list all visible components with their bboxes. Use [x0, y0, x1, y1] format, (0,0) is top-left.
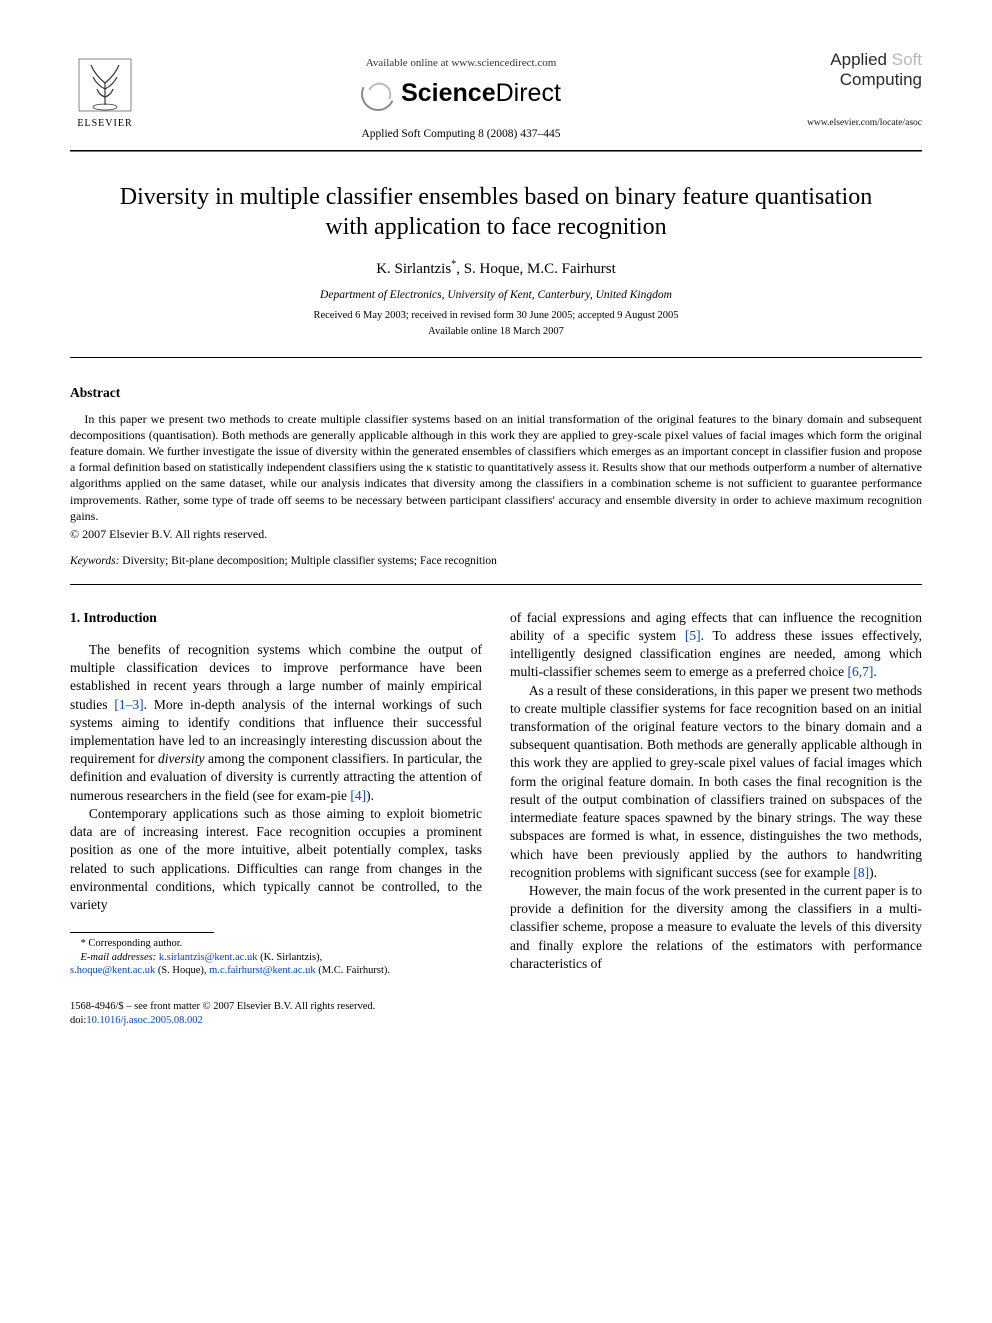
footnotes: * Corresponding author. E-mail addresses…	[70, 937, 482, 978]
keywords: Keywords: Diversity; Bit-plane decomposi…	[70, 554, 922, 570]
ref-link-1-3[interactable]: [1–3]	[114, 697, 143, 712]
intro-para-2: Contemporary applications such as those …	[70, 805, 482, 914]
author-3: M.C. Fairhurst	[527, 261, 616, 277]
email-2[interactable]: s.hoque@kent.ac.uk	[70, 965, 155, 976]
email-1[interactable]: k.sirlantzis@kent.ac.uk	[159, 952, 258, 963]
ref-link-8[interactable]: [8]	[853, 865, 869, 880]
header-rule-bottom	[70, 151, 922, 152]
center-header: Available online at www.sciencedirect.co…	[140, 50, 782, 142]
ref-link-5[interactable]: [5]	[685, 628, 701, 643]
doi-link[interactable]: 10.1016/j.asoc.2005.08.002	[86, 1015, 202, 1026]
publisher-name: ELSEVIER	[77, 117, 132, 131]
intro-para-4: As a result of these considerations, in …	[510, 682, 922, 882]
elsevier-tree-icon	[75, 55, 135, 115]
issn-copyright: 1568-4946/$ – see front matter © 2007 El…	[70, 1000, 922, 1014]
page-header: ELSEVIER Available online at www.science…	[70, 50, 922, 142]
email-line-2: s.hoque@kent.ac.uk (S. Hoque), m.c.fairh…	[70, 964, 482, 978]
email-3[interactable]: m.c.fairhurst@kent.ac.uk	[209, 965, 315, 976]
section-1-heading: 1. Introduction	[70, 609, 482, 627]
corresponding-author-note: * Corresponding author.	[70, 937, 482, 951]
email-label: E-mail addresses:	[81, 952, 157, 963]
available-online-text: Available online at www.sciencedirect.co…	[140, 56, 782, 71]
affiliation: Department of Electronics, University of…	[70, 288, 922, 304]
abstract-block: Abstract In this paper we present two me…	[70, 384, 922, 569]
email-addresses: E-mail addresses: k.sirlantzis@kent.ac.u…	[70, 951, 482, 965]
author-2: S. Hoque	[464, 261, 520, 277]
intro-para-1: The benefits of recognition systems whic…	[70, 641, 482, 805]
keywords-label: Keywords:	[70, 555, 119, 567]
intro-para-3: of facial expressions and aging effects …	[510, 609, 922, 682]
authors: K. Sirlantzis*, S. Hoque, M.C. Fairhurst	[70, 258, 922, 279]
abstract-rule	[70, 584, 922, 585]
intro-para-5: However, the main focus of the work pres…	[510, 882, 922, 973]
body-columns: 1. Introduction The benefits of recognit…	[70, 609, 922, 978]
corresponding-mark: *	[451, 259, 456, 270]
ref-link-6-7[interactable]: [6,7]	[847, 664, 873, 679]
abstract-heading: Abstract	[70, 384, 922, 402]
history-dates-2: Available online 18 March 2007	[70, 325, 922, 339]
abstract-paragraph: In this paper we present two methods to …	[70, 411, 922, 524]
page-footer: 1568-4946/$ – see front matter © 2007 El…	[70, 1000, 922, 1028]
elsevier-logo: ELSEVIER	[70, 50, 140, 130]
footnote-separator	[70, 932, 214, 933]
keywords-list: Diversity; Bit-plane decomposition; Mult…	[119, 555, 497, 567]
abstract-copyright: © 2007 Elsevier B.V. All rights reserved…	[70, 526, 922, 542]
author-1: K. Sirlantzis	[376, 261, 451, 277]
journal-url[interactable]: www.elsevier.com/locate/asoc	[782, 117, 922, 130]
journal-reference: Applied Soft Computing 8 (2008) 437–445	[140, 127, 782, 143]
journal-title-box: Applied Soft Computing www.elsevier.com/…	[782, 50, 922, 130]
diversity-emph: diversity	[158, 751, 205, 766]
sciencedirect-swoosh-icon	[356, 72, 400, 116]
title-rule	[70, 357, 922, 358]
ref-link-4[interactable]: [4]	[350, 788, 366, 803]
sciencedirect-wordmark: ScienceDirect	[401, 77, 561, 111]
doi-line: doi:10.1016/j.asoc.2005.08.002	[70, 1014, 922, 1028]
abstract-text: In this paper we present two methods to …	[70, 411, 922, 524]
article-title: Diversity in multiple classifier ensembl…	[110, 182, 882, 242]
sciencedirect-logo: ScienceDirect	[361, 77, 561, 111]
journal-title: Applied Soft Computing	[782, 50, 922, 89]
history-dates-1: Received 6 May 2003; received in revised…	[70, 309, 922, 323]
